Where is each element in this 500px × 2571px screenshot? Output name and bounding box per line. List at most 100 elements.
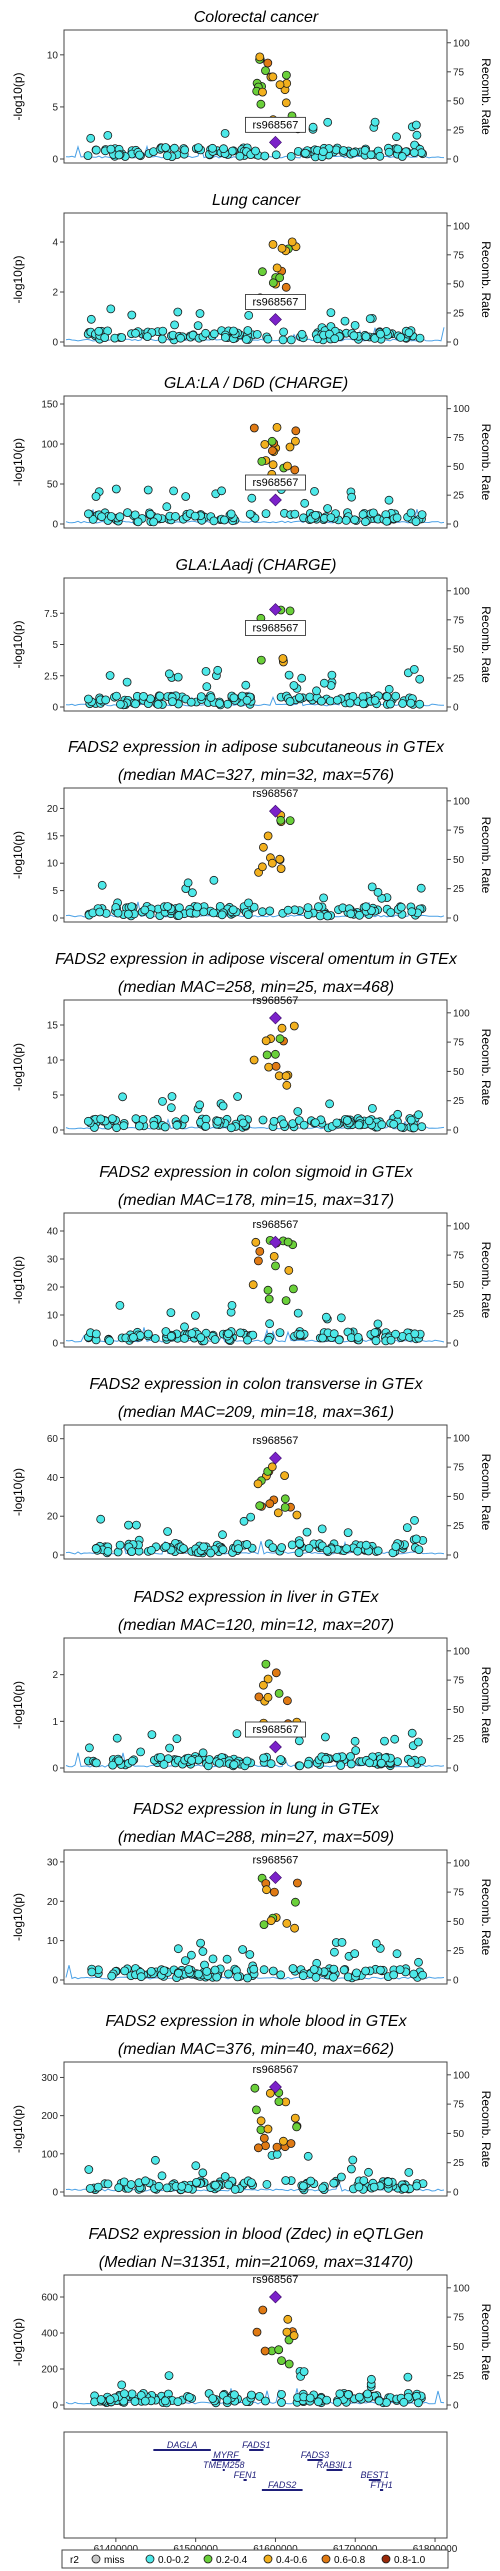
snp-point <box>353 1333 363 1342</box>
snp-point <box>163 1527 173 1536</box>
snp-point <box>157 2171 167 2181</box>
snp-point <box>246 2178 256 2188</box>
snp-point <box>131 328 140 338</box>
y2-axis-label: Recomb. Rate <box>479 1879 493 1956</box>
panel-title: FADS2 expression in adipose subcutaneous… <box>68 739 445 756</box>
snp-point <box>122 677 132 687</box>
snp-point <box>261 509 271 518</box>
snp-point <box>83 151 93 161</box>
snp-point <box>97 880 107 890</box>
snp-point <box>281 1296 291 1305</box>
snp-point <box>201 328 211 338</box>
association-points <box>84 1659 427 1771</box>
snp-point <box>318 147 328 157</box>
panels-group: Colorectal cancer05100255075100-log10(p)… <box>11 9 493 2412</box>
y-tick-label: 10 <box>47 50 59 61</box>
snp-point <box>402 1523 412 1532</box>
snp-point <box>313 2397 323 2407</box>
snp-point <box>213 665 223 675</box>
snp-point <box>350 320 360 330</box>
legend-swatch <box>203 2554 213 2564</box>
snp-point <box>285 442 295 452</box>
snp-point <box>145 509 155 519</box>
snp-point <box>243 1973 252 1983</box>
snp-point <box>251 2105 261 2115</box>
snp-point <box>342 1544 352 1553</box>
snp-point <box>92 1758 101 1768</box>
snp-point <box>85 2184 95 2193</box>
y2-tick-label: 100 <box>453 2070 470 2081</box>
snp-point <box>222 1954 232 1964</box>
snp-point <box>391 691 401 701</box>
snp-point <box>204 1755 214 1764</box>
snp-point <box>410 1516 419 1525</box>
snp-point <box>319 678 329 688</box>
y2-tick-label: 25 <box>453 308 465 319</box>
snp-point <box>281 98 291 108</box>
snp-point <box>304 1544 314 1553</box>
snp-point <box>265 1499 275 1509</box>
snp-point <box>153 700 163 709</box>
snp-point <box>250 2083 260 2093</box>
snp-point <box>292 1510 302 1520</box>
snp-point <box>136 1747 146 1757</box>
snp-point <box>173 672 183 682</box>
snp-point <box>286 2139 296 2148</box>
snp-point <box>258 87 267 97</box>
lead-snp-label: rs968567 <box>253 995 299 1007</box>
snp-point <box>332 695 342 705</box>
snp-point <box>289 681 299 690</box>
snp-point <box>283 1237 293 1247</box>
snp-point <box>209 516 219 526</box>
snp-point <box>366 150 376 160</box>
panel-8: FADS2 expression in colon transverse in … <box>11 1376 493 1562</box>
snp-point <box>255 52 265 62</box>
snp-point <box>386 1335 396 1345</box>
y2-tick-label: 0 <box>453 1976 459 1987</box>
gene-label: TMEM258 <box>203 2460 245 2470</box>
snp-point <box>227 1301 237 1310</box>
snp-point <box>336 2172 346 2182</box>
y-tick-label: 5 <box>52 886 58 897</box>
snp-point <box>256 655 266 665</box>
snp-point <box>321 1754 331 1764</box>
panel-title: FADS2 expression in blood (Zdec) in eQTL… <box>89 2226 424 2243</box>
snp-point <box>208 2394 218 2403</box>
snp-point <box>183 878 193 888</box>
panel-title: FADS2 expression in colon sigmoid in GTE… <box>99 1164 414 1181</box>
snp-point <box>406 698 416 708</box>
snp-point <box>220 128 230 138</box>
snp-point <box>126 2180 136 2189</box>
snp-point <box>150 1334 160 1343</box>
snp-point <box>289 1021 299 1031</box>
snp-point <box>260 2396 270 2406</box>
y2-tick-label: 25 <box>453 1946 465 1957</box>
snp-point <box>105 2395 115 2405</box>
snp-point <box>233 1092 243 1101</box>
snp-point <box>84 509 93 519</box>
snp-point <box>127 902 137 911</box>
lead-label-box <box>245 474 306 491</box>
snp-point <box>335 2389 345 2399</box>
snp-point <box>281 1071 291 1081</box>
snp-point <box>206 1548 216 1558</box>
plot-frame <box>63 2274 448 2410</box>
snp-point <box>209 875 219 885</box>
snp-point <box>97 512 106 522</box>
snp-point <box>115 1301 125 1310</box>
y2-tick-label: 100 <box>453 2283 470 2294</box>
snp-point <box>274 2097 284 2107</box>
y-tick-label: 40 <box>47 1473 59 1484</box>
snp-point <box>96 2395 106 2404</box>
y2-tick-label: 100 <box>453 1221 470 1232</box>
snp-point <box>265 1319 275 1329</box>
snp-point <box>193 143 203 153</box>
plot-frame <box>63 212 448 347</box>
snp-point <box>294 1736 304 1746</box>
y2-axis-label: Recomb. Rate <box>479 1667 493 1744</box>
y2-axis-label: Recomb. Rate <box>479 58 493 135</box>
y2-tick-label: 0 <box>453 2401 459 2412</box>
panel-5: FADS2 expression in adipose subcutaneous… <box>11 739 493 925</box>
snp-point <box>305 2393 315 2403</box>
gene-label: FADS2 <box>268 2480 296 2490</box>
